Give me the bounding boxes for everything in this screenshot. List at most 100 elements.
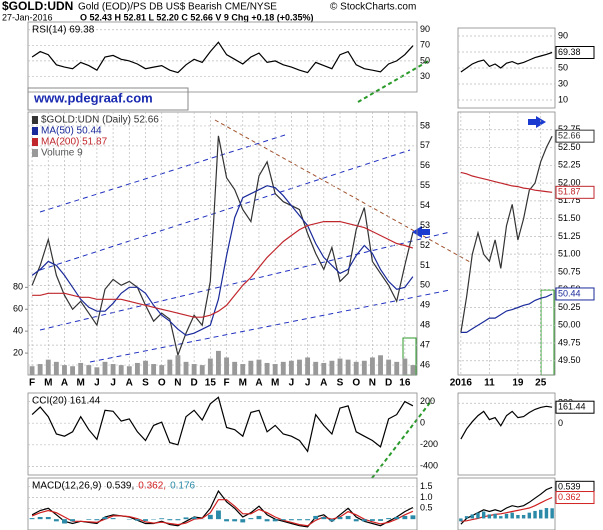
panel-frame bbox=[457, 111, 556, 376]
value-label: 161.44 bbox=[558, 402, 586, 412]
y-tick-label: 47 bbox=[420, 339, 430, 349]
series-line bbox=[460, 171, 553, 193]
bar bbox=[232, 519, 238, 522]
y-tick-label: 51.50 bbox=[558, 213, 581, 223]
bar bbox=[62, 365, 67, 375]
bar bbox=[329, 360, 335, 375]
bar bbox=[516, 514, 520, 519]
bar bbox=[280, 361, 286, 375]
bar bbox=[102, 517, 108, 520]
bar bbox=[70, 519, 76, 522]
y-tick-label: 52.50 bbox=[558, 142, 581, 152]
y-tick-label: 51 bbox=[420, 260, 430, 270]
x-tick-label: D bbox=[385, 378, 392, 389]
bar bbox=[134, 519, 140, 521]
y-tick-label: 10 bbox=[558, 94, 568, 104]
bar bbox=[464, 516, 469, 519]
x-tick-label: J bbox=[305, 378, 311, 389]
bar bbox=[118, 365, 124, 375]
symbol: $GOLD:UDN bbox=[2, 0, 73, 13]
x-tick-label: M bbox=[77, 378, 85, 389]
trendlines bbox=[39, 59, 555, 479]
bar bbox=[378, 519, 383, 521]
panel-frame bbox=[27, 392, 418, 476]
bar bbox=[459, 518, 463, 522]
bar bbox=[272, 519, 278, 522]
legend-entry: $GOLD:UDN (Daily) 52.66 bbox=[41, 115, 159, 126]
x-tick-label: M bbox=[239, 378, 247, 389]
resistance-line bbox=[214, 119, 471, 263]
bar bbox=[280, 519, 286, 521]
bar bbox=[159, 518, 165, 520]
channel-line bbox=[39, 149, 411, 271]
bar bbox=[337, 517, 343, 520]
legend-swatch bbox=[32, 138, 38, 146]
bar bbox=[288, 519, 294, 521]
series-line bbox=[460, 405, 553, 440]
bar bbox=[264, 362, 270, 375]
bar bbox=[288, 360, 294, 375]
x-tick-label: 19 bbox=[512, 378, 524, 389]
bar bbox=[224, 357, 229, 375]
y-tick-label: 56 bbox=[420, 160, 430, 170]
y-tick-label: 90 bbox=[558, 30, 568, 40]
bar bbox=[369, 519, 375, 521]
value-box bbox=[555, 129, 595, 143]
bar bbox=[550, 508, 554, 519]
bar bbox=[45, 517, 51, 520]
value-box bbox=[555, 491, 595, 505]
x-tick-label: S bbox=[142, 378, 149, 389]
x-tick-label: 25 bbox=[535, 378, 547, 389]
bar bbox=[151, 364, 157, 375]
bar bbox=[305, 519, 311, 521]
panel-frame bbox=[457, 477, 556, 530]
bar bbox=[183, 517, 189, 520]
bar bbox=[470, 514, 474, 519]
x-tick-label: O bbox=[158, 378, 166, 389]
bar bbox=[37, 364, 43, 375]
bar bbox=[240, 519, 246, 523]
bar bbox=[533, 510, 537, 519]
bar bbox=[126, 366, 132, 375]
y-tick-label: 70 bbox=[420, 40, 430, 50]
bar bbox=[539, 509, 543, 519]
series-line bbox=[32, 221, 414, 318]
y-tick-label: -400 bbox=[420, 461, 438, 471]
y-tick-label: 49.50 bbox=[558, 355, 581, 365]
y-tick-label: 52.25 bbox=[558, 160, 581, 170]
bar bbox=[29, 518, 35, 520]
bar bbox=[86, 519, 92, 520]
y-tick-label: 52 bbox=[420, 240, 430, 250]
bar bbox=[402, 358, 408, 375]
bar bbox=[305, 357, 311, 375]
bar bbox=[110, 518, 116, 520]
x-tick-label: 16 bbox=[399, 378, 411, 389]
x-tick-label: N bbox=[369, 378, 376, 389]
bar bbox=[510, 512, 514, 519]
y-tick-label: 57 bbox=[420, 140, 430, 150]
y-tick-label: 50.75 bbox=[558, 266, 581, 276]
x-tick-label: A bbox=[126, 378, 133, 389]
bar bbox=[272, 364, 278, 375]
y-tick-label: 55 bbox=[420, 180, 430, 190]
y-tick-label: 200 bbox=[420, 396, 435, 406]
panel-frame bbox=[27, 111, 418, 376]
legend-entry: 0.176 bbox=[170, 481, 195, 492]
bar bbox=[544, 508, 549, 519]
bar bbox=[345, 515, 351, 520]
bar bbox=[481, 511, 486, 519]
y-tick-label: 50 bbox=[558, 62, 568, 72]
x-tick-label: J bbox=[289, 378, 295, 389]
value-box bbox=[555, 45, 595, 59]
bar bbox=[493, 513, 497, 519]
y-tick-label: 49.75 bbox=[558, 337, 581, 347]
bar bbox=[476, 512, 480, 519]
value-box bbox=[555, 400, 595, 414]
legend-entry: 0.362, bbox=[138, 481, 166, 492]
channel-line bbox=[89, 289, 451, 363]
bar bbox=[313, 361, 319, 375]
legend-entry: 0.539, bbox=[106, 481, 134, 492]
series-line bbox=[460, 293, 553, 333]
channel-line bbox=[39, 134, 286, 213]
bar bbox=[62, 519, 67, 524]
